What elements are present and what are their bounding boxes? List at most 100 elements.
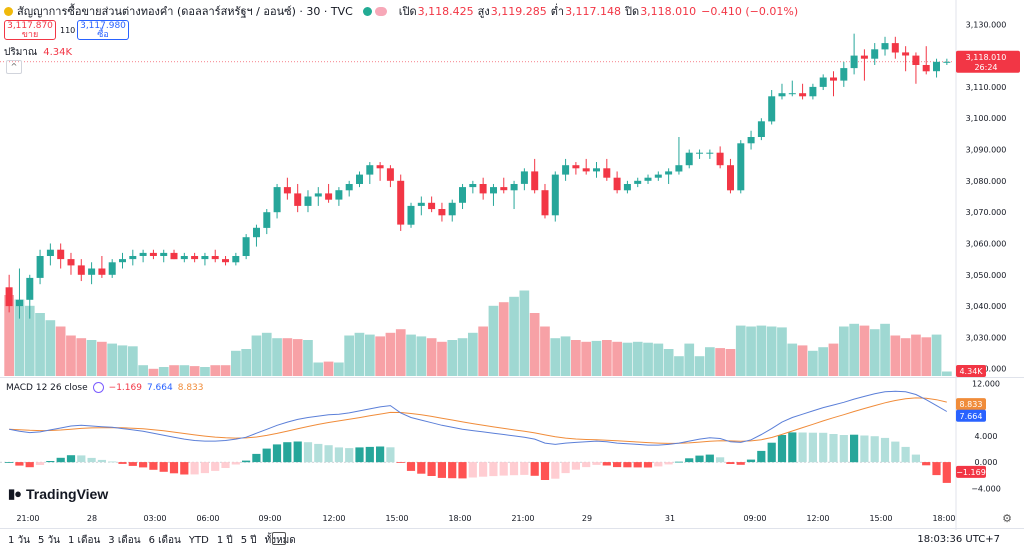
volume-bar — [282, 338, 293, 376]
volume-bar — [653, 343, 664, 376]
range-all[interactable]: ทั้งหมด — [264, 534, 296, 546]
macd-histogram-bar — [551, 462, 560, 479]
candle — [902, 46, 910, 72]
volume-bar — [169, 365, 179, 376]
buy-button[interactable]: 3,117.980 ซื้อ — [77, 20, 129, 40]
time-tick-label: 15:00 — [385, 514, 408, 523]
candle — [490, 183, 497, 206]
candle — [386, 165, 394, 188]
time-tick-label: 18:00 — [448, 514, 471, 523]
indicator-toggle-icon[interactable] — [374, 6, 387, 16]
candle — [345, 180, 353, 197]
candle-body — [510, 184, 518, 191]
volume-bar — [777, 327, 787, 376]
indicator-settings-icon[interactable] — [92, 382, 104, 393]
candle-body — [26, 277, 34, 300]
range-ytd[interactable]: YTD — [188, 534, 209, 546]
candle — [26, 274, 34, 319]
macd-histogram-bar — [355, 447, 364, 463]
macd-histogram-bar — [118, 462, 127, 464]
candle — [809, 83, 817, 100]
volume-label: ปริมาณ — [4, 47, 38, 58]
candle-body — [263, 212, 271, 228]
candle-body — [170, 252, 178, 260]
macd-hist-tag-value: −1.169 — [956, 468, 986, 477]
candle-body — [933, 61, 940, 72]
range-3m[interactable]: 3 เดือน — [108, 534, 141, 546]
macd-histogram-bar — [746, 459, 756, 463]
gold-symbol-icon — [4, 6, 13, 16]
time-tick-label: 09:00 — [743, 514, 766, 523]
macd-histogram-bar — [540, 462, 550, 480]
candle-body — [448, 202, 456, 216]
volume-bar — [509, 296, 519, 376]
candle — [108, 259, 116, 278]
candle-body — [376, 165, 384, 169]
candle — [283, 177, 291, 200]
macd-legend[interactable]: MACD 12 26 close −1.169 7.664 8.833 — [6, 382, 204, 393]
macd-histogram-bar — [623, 462, 632, 468]
volume-bar — [406, 334, 416, 376]
macd-histogram-bar — [345, 448, 354, 463]
clock[interactable]: 18:03:36 UTC+7 — [917, 534, 1000, 545]
macd-tick-label: −4.000 — [971, 484, 1001, 493]
volume-bar — [468, 332, 478, 376]
macd-histogram-bar — [406, 462, 416, 471]
close-label: ปิด — [625, 5, 640, 18]
candle — [778, 83, 786, 100]
macd-histogram-bar — [880, 437, 890, 463]
range-5y[interactable]: 5 ปี — [240, 534, 257, 546]
range-5d[interactable]: 5 วัน — [38, 534, 60, 546]
range-6m[interactable]: 6 เดือน — [148, 534, 181, 546]
volume-legend[interactable]: ปริมาณ 4.34K — [4, 45, 72, 60]
symbol-title[interactable]: สัญญาการซื้อขายส่วนต่างทองคำ (ดอลลาร์สหร… — [17, 5, 353, 18]
candle — [57, 243, 65, 269]
candle — [881, 36, 889, 56]
tradingview-logo[interactable]: ▮● TradingView — [8, 486, 108, 502]
range-1d[interactable]: 1 วัน — [8, 534, 30, 546]
volume-bar — [488, 305, 499, 376]
macd-histogram-bar — [489, 462, 498, 477]
volume-bar — [272, 338, 282, 376]
macd-histogram-bar — [530, 462, 539, 476]
gear-icon[interactable]: ⚙ — [1002, 512, 1012, 525]
candle-body — [119, 259, 126, 263]
range-1m[interactable]: 1 เดือน — [68, 534, 101, 546]
volume-bar — [66, 335, 76, 376]
candle-body — [902, 52, 910, 56]
macd-histogram-bar — [850, 434, 859, 463]
macd-histogram-bar — [582, 462, 591, 468]
candle — [119, 252, 126, 269]
candle — [593, 162, 600, 178]
price-tick-label: 3,110.000 — [966, 83, 1007, 92]
volume-bar — [684, 343, 695, 376]
candle — [417, 196, 425, 216]
last-price-value: 3,118.010 — [966, 53, 1007, 62]
macd-tick-label: 4.000 — [975, 432, 998, 441]
volume-bar — [591, 340, 602, 376]
volume-bar — [674, 356, 684, 376]
volume-bar — [323, 361, 334, 376]
candle-body — [799, 93, 807, 97]
candle — [675, 137, 683, 175]
volume-bar — [942, 371, 952, 376]
macd-line — [9, 390, 948, 446]
candle — [943, 58, 951, 65]
macd-label: MACD 12 26 close — [6, 382, 88, 393]
collapse-legend-button[interactable]: ^ — [6, 60, 22, 74]
macd-histogram-bar — [272, 444, 282, 463]
volume-bar — [828, 343, 839, 376]
volume-bar — [437, 341, 447, 376]
candle — [933, 58, 940, 78]
volume-bar — [128, 346, 138, 376]
candle — [407, 202, 415, 228]
price-tick-label: 3,050.000 — [966, 271, 1007, 280]
candle-body — [180, 256, 188, 260]
time-tick-label: 28 — [87, 514, 97, 523]
sell-button[interactable]: 3,117.870 ขาย — [4, 20, 56, 40]
calendar-icon[interactable] — [272, 532, 286, 545]
candle-body — [428, 202, 436, 210]
volume-bar — [911, 334, 921, 376]
range-1y[interactable]: 1 ปี — [216, 534, 233, 546]
